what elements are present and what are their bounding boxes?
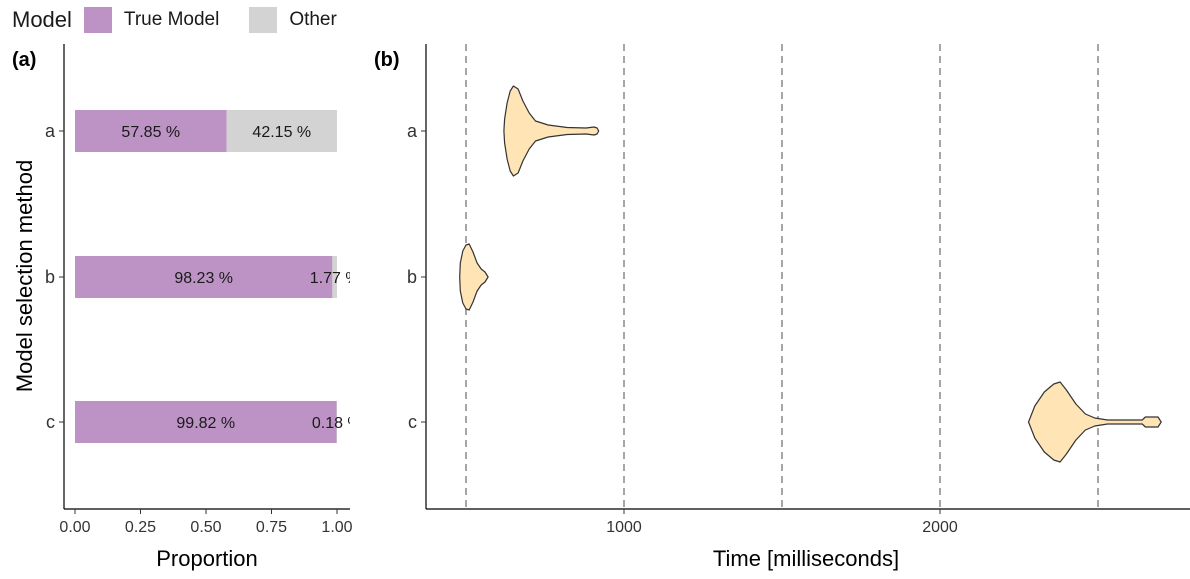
bar-a-other [226,110,337,152]
panel-a-x-tick-label: 0.25 [125,519,156,536]
legend-title: Model [12,7,72,32]
panel-a-bar-labels: 57.85 % 42.15 % 98.23 % 1.77 % 99.82 % 0.18 % [121,124,362,432]
panel-b-plot: 1000 2000 a b c [407,44,1190,536]
panel-a-y-tick-label: a [45,121,56,141]
panel-b-xlabel: Time [milliseconds] [713,546,899,571]
panel-a-y-tick-label: c [46,412,55,432]
panel-a-x-tick-label: 0.00 [59,519,90,536]
panel-a-x-tick-label: 0.75 [256,519,287,536]
panel-a-bars [75,110,337,443]
bar-a-true-model [75,110,227,152]
bar-label-a-true-model: 57.85 % [121,124,180,141]
legend-label-true-model: True Model [123,9,220,30]
panel-b-y-tick-label: a [407,121,418,141]
panel-a-xlabel: Proportion [156,546,258,571]
panel-a-x-tick-label: 1.00 [321,519,352,536]
panel-b-y-tick-label: c [408,412,417,432]
bar-b-true-model [75,256,333,298]
panel-a-label: (a) [12,49,36,71]
violin-a [503,85,600,177]
legend: Model True Model Other [12,6,367,34]
legend-label-other: Other [289,9,337,30]
panel-a-plot: 0.00 0.25 0.50 0.75 1.00 a b c 57.85 % 42.15 % 98.… [45,44,362,536]
panel-b-x-tick-label: 1000 [606,519,642,536]
violin-b [459,243,489,311]
panel-a-x-tick-label: 0.50 [190,519,221,536]
panel-b-y-tick-label: b [407,267,417,287]
panel-b-label: (b) [374,49,400,71]
bar-label-b-other: 1.77 % [310,270,360,287]
legend-key-other [249,7,278,33]
violin-c [1027,381,1162,463]
bar-label-b-true-model: 98.23 % [174,270,233,287]
legend-key-true-model [83,7,112,33]
panel-a-ylabel: Model selection method [12,160,37,392]
panel-a-y-tick-label: b [45,267,55,287]
bar-label-a-other: 42.15 % [252,124,311,141]
panel-b-x-tick-label: 2000 [922,519,958,536]
bar-b-other [332,256,337,298]
bar-c-true-model [75,401,337,443]
bar-label-c-true-model: 99.82 % [176,415,235,432]
bar-label-c-other: 0.18 % [312,415,362,432]
